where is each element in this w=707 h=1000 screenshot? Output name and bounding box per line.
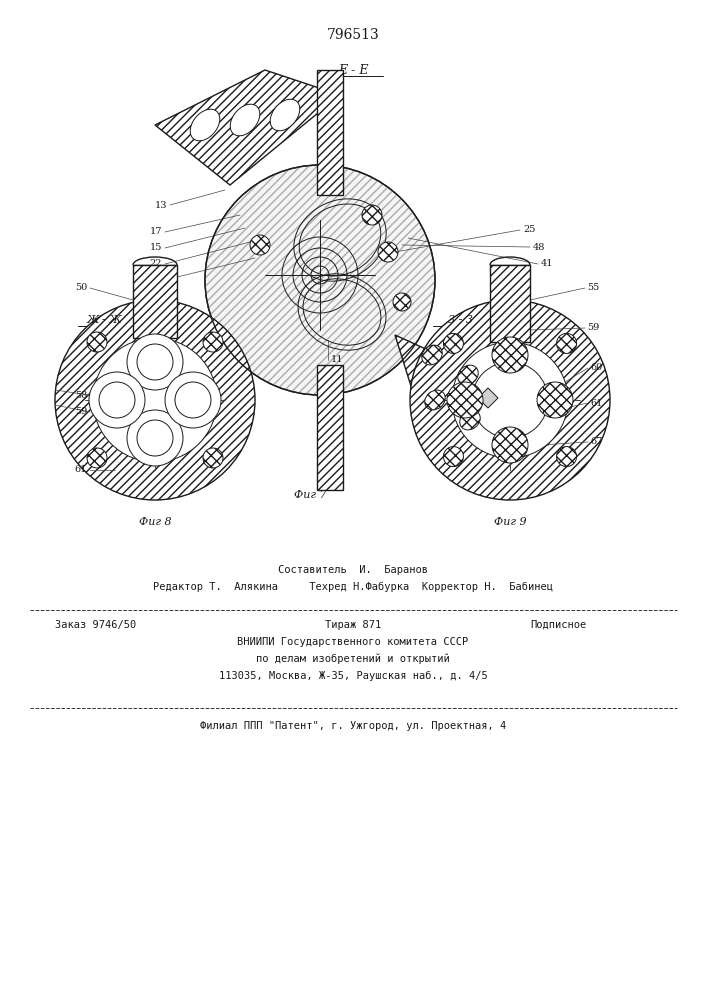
Circle shape (165, 372, 221, 428)
Text: 48: 48 (533, 242, 545, 251)
Circle shape (556, 333, 577, 353)
Circle shape (89, 372, 145, 428)
Text: Фиг 9: Фиг 9 (493, 517, 526, 527)
Text: 13: 13 (155, 200, 167, 210)
Text: 39: 39 (538, 438, 550, 448)
Text: 50: 50 (75, 284, 87, 292)
Ellipse shape (190, 109, 220, 141)
Text: Фиг 7: Фиг 7 (293, 490, 327, 500)
Circle shape (127, 410, 183, 466)
Ellipse shape (422, 345, 442, 365)
Circle shape (127, 334, 183, 390)
Circle shape (452, 342, 568, 458)
Circle shape (99, 382, 135, 418)
Text: Редактор Т.  Алякина     Техред Н.Фабурка  Корректор Н.  Бабинец: Редактор Т. Алякина Техред Н.Фабурка Кор… (153, 582, 553, 592)
Circle shape (137, 420, 173, 456)
Circle shape (410, 300, 610, 500)
Circle shape (87, 332, 107, 352)
Text: Филиал ППП "Патент", г. Ужгород, ул. Проектная, 4: Филиал ППП "Патент", г. Ужгород, ул. Про… (200, 721, 506, 731)
Text: Составитель  И.  Баранов: Составитель И. Баранов (278, 565, 428, 575)
Text: 796513: 796513 (327, 28, 380, 42)
Text: 17: 17 (149, 228, 162, 236)
Polygon shape (155, 70, 340, 185)
Circle shape (55, 300, 255, 500)
Text: 41: 41 (541, 259, 554, 268)
Circle shape (137, 344, 173, 380)
Text: 25: 25 (523, 226, 535, 234)
Polygon shape (490, 265, 530, 342)
Circle shape (205, 165, 435, 395)
Text: по делам изобретений и открытий: по делам изобретений и открытий (256, 654, 450, 664)
Text: Фиг 8: Фиг 8 (139, 517, 171, 527)
Text: 113035, Москва, Ж-35, Раушская наб., д. 4/5: 113035, Москва, Ж-35, Раушская наб., д. … (218, 671, 487, 681)
Circle shape (93, 338, 217, 462)
Text: 67: 67 (590, 438, 602, 446)
Text: Тираж 871: Тираж 871 (325, 620, 381, 630)
Circle shape (175, 382, 211, 418)
Polygon shape (133, 265, 177, 338)
Ellipse shape (270, 99, 300, 131)
Text: E - E: E - E (338, 64, 368, 77)
Text: 3 - 3: 3 - 3 (448, 315, 472, 325)
Circle shape (87, 448, 107, 468)
Text: Заказ 9746/50: Заказ 9746/50 (55, 620, 136, 630)
Ellipse shape (457, 365, 478, 385)
Circle shape (203, 448, 223, 468)
Text: Подписное: Подписное (530, 620, 586, 630)
Text: 60: 60 (590, 363, 602, 372)
Text: 22: 22 (149, 259, 162, 268)
Text: 61: 61 (590, 398, 602, 408)
Ellipse shape (230, 104, 259, 136)
Text: 21: 21 (149, 275, 162, 284)
Text: 43: 43 (538, 383, 551, 392)
Circle shape (492, 427, 528, 463)
Circle shape (447, 382, 483, 418)
Circle shape (362, 205, 382, 225)
Text: 15: 15 (150, 243, 162, 252)
Text: 55: 55 (587, 284, 600, 292)
Circle shape (250, 235, 270, 255)
Circle shape (443, 333, 463, 353)
Polygon shape (317, 70, 343, 195)
Text: 58: 58 (75, 390, 87, 399)
Text: 59: 59 (75, 408, 87, 416)
Circle shape (378, 242, 398, 262)
Text: ВНИИПИ Государственного комитета СССР: ВНИИПИ Государственного комитета СССР (238, 637, 469, 647)
Polygon shape (317, 365, 343, 490)
Ellipse shape (425, 390, 445, 410)
Circle shape (492, 337, 528, 373)
Circle shape (443, 447, 463, 467)
Circle shape (203, 332, 223, 352)
Text: 61: 61 (75, 466, 87, 475)
Text: 59: 59 (587, 324, 600, 332)
Text: 11: 11 (331, 356, 344, 364)
Polygon shape (478, 388, 498, 408)
Text: Ж - Ж: Ж - Ж (87, 315, 123, 325)
Circle shape (393, 293, 411, 311)
Circle shape (472, 362, 548, 438)
Polygon shape (395, 335, 525, 465)
Circle shape (556, 447, 577, 467)
Circle shape (537, 382, 573, 418)
Ellipse shape (460, 410, 480, 430)
